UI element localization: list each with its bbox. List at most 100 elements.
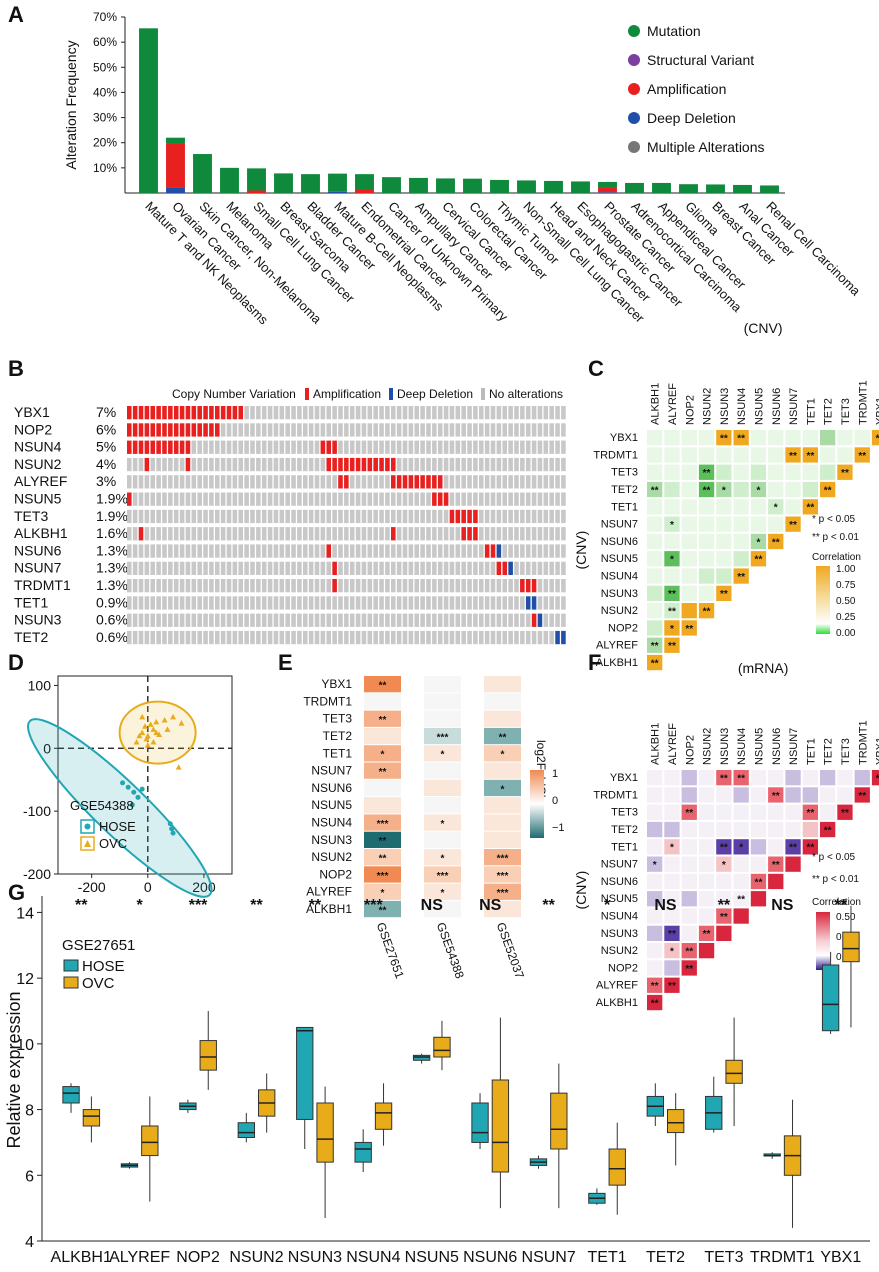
d-point-hose xyxy=(170,830,176,836)
b-sample-cell xyxy=(179,423,185,437)
a-legend-marker xyxy=(628,141,640,153)
c-star: ** xyxy=(703,468,711,479)
e-row-label: NSUN6 xyxy=(311,781,352,795)
f-col-label: TRDMT1 xyxy=(857,720,869,765)
a-category-label: Melanoma xyxy=(223,199,277,253)
b-sample-cell xyxy=(496,544,502,558)
d-x-tick-label: 200 xyxy=(192,879,216,895)
f-col-label: ALKBH1 xyxy=(650,723,662,765)
b-sample-cell xyxy=(408,544,414,558)
b-gene-pct: 6% xyxy=(96,421,116,437)
b-sample-cell xyxy=(461,613,466,627)
f-cell xyxy=(664,787,680,803)
b-sample-cell xyxy=(355,475,361,489)
c-cell xyxy=(647,516,663,532)
b-sample-cell xyxy=(326,527,332,541)
c-col-label: ALYREF xyxy=(667,383,679,425)
b-sample-cell xyxy=(285,475,290,489)
b-sample-cell xyxy=(414,596,420,610)
b-sample-cell xyxy=(144,579,150,593)
f-cell xyxy=(871,770,879,786)
b-sample-cell xyxy=(197,630,202,645)
f-title: (mRNA) xyxy=(738,660,789,676)
e-cell xyxy=(424,693,461,710)
b-sample-cell xyxy=(449,630,455,645)
f-row-label: NSUN5 xyxy=(601,893,638,905)
f-cell xyxy=(664,943,680,959)
b-sample-cell xyxy=(537,630,543,645)
b-sample-cell xyxy=(349,440,355,454)
g-ovc-box xyxy=(199,1040,217,1071)
c-col-label: TET3 xyxy=(840,398,852,425)
b-sample-cell xyxy=(490,579,496,593)
a-y-tick-label: 50% xyxy=(93,60,117,74)
b-sample-cell xyxy=(173,509,179,524)
b-sample-cell xyxy=(455,579,461,593)
c-cell xyxy=(750,499,767,515)
c-star: * xyxy=(756,537,760,548)
b-sample-cell xyxy=(314,440,320,454)
b-sample-cell xyxy=(379,423,384,437)
b-sample-cell xyxy=(132,561,138,575)
b-sample-cell xyxy=(479,457,484,472)
b-sample-cell xyxy=(473,492,478,506)
b-sample-cell xyxy=(543,527,549,541)
f-row-label: NOP2 xyxy=(608,962,638,974)
f-row-label: TRDMT1 xyxy=(593,789,638,801)
b-sample-cell xyxy=(179,440,185,454)
b-sample-cell xyxy=(549,509,554,524)
f-cell xyxy=(647,821,663,838)
b-sample-cell xyxy=(537,527,543,541)
b-sample-cell xyxy=(455,527,461,541)
b-sample-cell xyxy=(238,527,244,541)
b-sample-cell xyxy=(361,561,367,575)
b-sample-cell xyxy=(437,423,443,437)
b-sample-cell xyxy=(267,561,273,575)
e-cell xyxy=(424,710,461,727)
c-cell xyxy=(664,516,680,532)
b-sample-cell xyxy=(426,457,431,472)
b-sample-cell xyxy=(320,423,326,437)
b-sample-cell xyxy=(338,613,343,627)
b-sample-cell xyxy=(291,492,296,506)
b-sample-cell xyxy=(514,613,519,627)
b-sample-cell xyxy=(150,406,156,420)
b-sample-cell xyxy=(479,406,484,420)
b-sample-cell xyxy=(132,579,138,593)
c-cell xyxy=(664,533,680,550)
b-sample-cell xyxy=(531,561,537,575)
f-cell xyxy=(733,787,749,803)
b-sample-cell xyxy=(209,613,214,627)
b-sample-cell xyxy=(455,509,461,524)
b-sample-cell xyxy=(426,423,431,437)
f-row-label: TET3 xyxy=(611,807,638,819)
c-cell xyxy=(664,603,680,619)
b-sample-cell xyxy=(344,440,349,454)
b-sample-cell xyxy=(361,423,367,437)
b-sample-cell xyxy=(138,613,144,627)
g-hose-box xyxy=(62,1086,80,1104)
e-star: *** xyxy=(497,888,509,899)
b-sample-cell xyxy=(432,544,437,558)
a-y-tick-label: 60% xyxy=(93,35,117,49)
f-star: * xyxy=(739,843,743,854)
b-sample-cell xyxy=(455,492,461,506)
c-cell xyxy=(716,481,732,498)
b-sample-cell xyxy=(473,527,478,541)
b-sample-cell xyxy=(443,630,449,645)
d-point-hose xyxy=(131,789,137,795)
b-sample-cell xyxy=(326,475,332,489)
c-cell xyxy=(664,620,680,636)
c-star: * xyxy=(670,624,674,635)
b-sample-cell xyxy=(127,423,132,437)
b-sample-cell xyxy=(355,596,361,610)
b-sample-cell xyxy=(261,527,267,541)
b-sample-cell xyxy=(561,423,566,437)
b-gene-pct: 1.3% xyxy=(96,577,128,593)
b-sample-cell xyxy=(408,630,414,645)
e-cell xyxy=(424,779,461,797)
b-sample-cell xyxy=(220,406,226,420)
c-cell xyxy=(716,499,732,515)
b-sample-cell xyxy=(402,423,408,437)
b-sample-cell xyxy=(150,596,156,610)
